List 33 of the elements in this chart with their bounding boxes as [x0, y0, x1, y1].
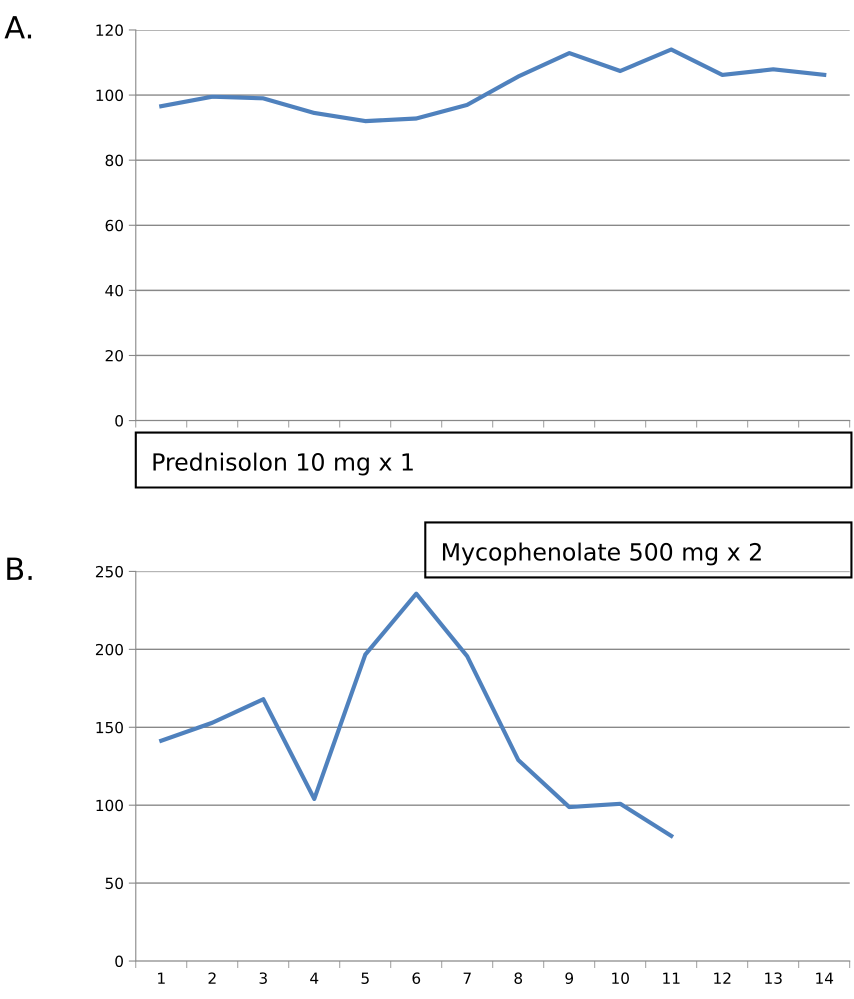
x-tick-label: 9 — [565, 972, 574, 984]
text: Prednisolon 10 mg x 1 — [153, 452, 413, 476]
chart-title: A. — [4, 16, 32, 38]
y-tick-label: 50 — [106, 878, 123, 890]
x-tick-label: 2 — [208, 972, 216, 984]
y-tick-label: 0 — [115, 415, 123, 427]
y-tick-label: 200 — [96, 644, 123, 656]
y-tick-label: 60 — [106, 220, 123, 232]
x-tick-label: 14 — [816, 972, 834, 984]
line-series — [159, 592, 674, 838]
x-tick-label: 1 — [158, 972, 165, 984]
x-tick-label: 3 — [260, 972, 267, 984]
x-tick-label: 5 — [362, 972, 369, 984]
y-tick-label: 100 — [96, 90, 123, 102]
y-tick-label: 0 — [115, 956, 123, 968]
line-series — [159, 47, 826, 124]
y-tick-label: 100 — [96, 800, 123, 812]
x-tick-label: 8 — [514, 972, 522, 984]
x-tick-label: 4 — [310, 972, 318, 984]
x-tick-label: 11 — [663, 972, 680, 984]
y-tick-label: 120 — [96, 24, 123, 36]
x-tick-label: 12 — [714, 972, 730, 984]
x-tick-label: 13 — [765, 972, 782, 984]
y-tick-label: 20 — [106, 350, 123, 362]
y-tick-label: 80 — [106, 154, 123, 166]
y-tick-label: 40 — [105, 284, 123, 296]
chart-title: B. — [7, 558, 32, 580]
text: Mycophenolate 500 mg x 2 — [442, 542, 761, 566]
y-tick-label: 150 — [96, 722, 123, 734]
x-tick-label: 7 — [464, 972, 471, 984]
y-tick-label: 250 — [96, 566, 123, 578]
x-tick-label: 6 — [412, 972, 420, 984]
x-tick-label: 10 — [612, 972, 629, 984]
